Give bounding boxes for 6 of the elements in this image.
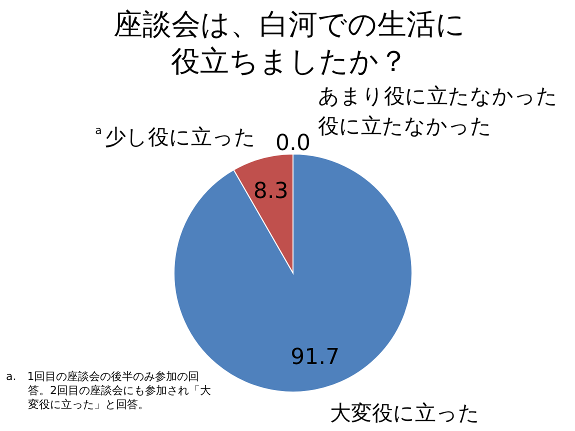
data-label: 91.7 (290, 344, 340, 370)
text: a. 1回目の座談会の後半のみ参加の回答。2回目の座談会にも参加され「大変役に立った」と回答。 (6, 370, 211, 412)
data-label: 8.3 (253, 179, 288, 204)
text: 0.0 (276, 131, 310, 156)
text: a (95, 124, 102, 138)
chart-title: 座談会は、白河での生活に役立ちましたか？ (112, 6, 466, 80)
